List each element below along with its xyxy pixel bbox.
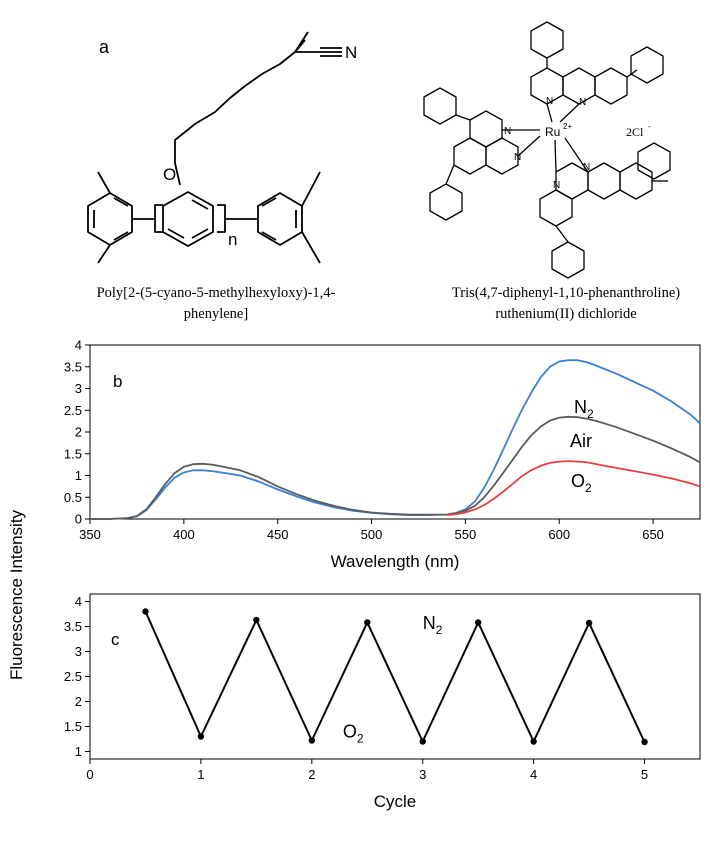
x-tick-label: 5 [641, 767, 648, 782]
x-tick-label: 350 [79, 527, 101, 542]
y-tick-label: 2.5 [64, 403, 82, 418]
ligand-n-atom: N [553, 180, 560, 191]
data-point [585, 619, 593, 627]
polymer-name-line1: Poly[2-(5-cyano-5-methylhexyloxy)-1,4- [97, 285, 336, 301]
data-point [474, 619, 482, 626]
chart-c-ticks: 0 1 2 3 4 511.522.533.54 [64, 594, 648, 782]
y-tick-label: 4 [75, 338, 82, 353]
chart-b: b 350 400 450 500 550 600 650 0 0.5 1 1.5 2 2.5 3 3.5 4… [64, 338, 701, 571]
series-label-air: Air [570, 431, 592, 451]
data-point [419, 738, 426, 745]
data-point [308, 737, 316, 744]
ligand-n-atom: N [504, 126, 511, 137]
y-tick-label: 2 [75, 694, 82, 709]
counterion-charge: - [648, 122, 651, 131]
annotation-label: N2 [423, 613, 443, 637]
complex-name-line2: ruthenium(II) dichloride [495, 306, 636, 322]
ruthenium-atom: Ru [545, 125, 560, 139]
repeat-unit-n: n [228, 230, 237, 249]
series-line [446, 460, 701, 516]
ruthenium-charge: 2+ [563, 122, 572, 131]
series-line [144, 611, 646, 743]
chart-b-series-labels: N2 Air O2 [570, 397, 594, 495]
data-point [364, 619, 371, 626]
y-tick-label: 3.5 [64, 619, 82, 634]
data-point [142, 608, 149, 615]
x-tick-label: 4 [530, 767, 537, 782]
data-point [197, 733, 205, 740]
counterion: 2Cl [626, 125, 644, 139]
x-tick-label: 500 [361, 527, 383, 542]
chart-b-ticks: 350 400 450 500 550 600 650 0 0.5 1 1.5 2 2.5 3 3.5 4 [64, 338, 664, 543]
panel-a-label: a [99, 37, 110, 57]
chart-c-plot-area [89, 593, 701, 760]
series-line [90, 359, 701, 520]
shared-y-axis-title: Fluorescence Intensity [7, 509, 26, 680]
x-tick-label: 400 [173, 527, 195, 542]
annotation-label: O2 [343, 722, 364, 746]
chart-b-panel-label: b [113, 372, 122, 391]
oxygen-atom: O [163, 165, 176, 184]
y-tick-label: 2 [75, 425, 82, 440]
data-point [253, 616, 260, 624]
chart-c-x-axis-title: Cycle [374, 792, 417, 811]
ruthenium-complex-structure: Ru 2+ 2Cl - [423, 21, 671, 279]
x-tick-label: 650 [642, 527, 664, 542]
y-tick-label: 0 [75, 512, 82, 527]
x-tick-label: 600 [548, 527, 570, 542]
ligand-n-atom: N [514, 152, 521, 163]
x-tick-label: 450 [267, 527, 289, 542]
y-tick-label: 3.5 [64, 359, 82, 374]
series-line [90, 415, 701, 520]
ligand-n-atom: N [579, 97, 586, 108]
y-tick-label: 1 [75, 468, 82, 483]
chart-c-series [142, 608, 648, 746]
y-tick-label: 1.5 [64, 719, 82, 734]
panel-a-structures: a N O n [87, 21, 680, 322]
chart-c-annotations: N2 O2 [343, 613, 443, 746]
y-tick-label: 3 [75, 644, 82, 659]
nitrile-n-atom: N [345, 43, 357, 62]
polymer-structure: N O n [87, 31, 357, 264]
ligand-n-atom: N [583, 162, 590, 173]
data-point [530, 738, 537, 745]
y-tick-label: 3 [75, 381, 82, 396]
polymer-name-line2: phenylene] [184, 306, 248, 322]
y-tick-label: 1 [75, 744, 82, 759]
y-tick-label: 1.5 [64, 446, 82, 461]
chart-c-panel-label: c [111, 630, 120, 649]
series-label-n2: N2 [574, 397, 594, 421]
y-tick-label: 2.5 [64, 669, 82, 684]
x-tick-label: 2 [308, 767, 315, 782]
data-point [641, 738, 648, 746]
x-tick-label: 1 [197, 767, 204, 782]
chart-b-x-axis-title: Wavelength (nm) [331, 552, 460, 571]
complex-name-line1: Tris(4,7-diphenyl-1,10-phenanthroline) [452, 285, 680, 301]
chart-b-series [90, 359, 701, 520]
x-tick-label: 3 [419, 767, 426, 782]
y-tick-label: 4 [75, 594, 82, 609]
series-label-o2: O2 [571, 471, 592, 495]
x-tick-label: 550 [455, 527, 477, 542]
y-tick-label: 0.5 [64, 490, 82, 505]
ligand-n-atom: N [546, 96, 553, 107]
x-tick-label: 0 [86, 767, 93, 782]
